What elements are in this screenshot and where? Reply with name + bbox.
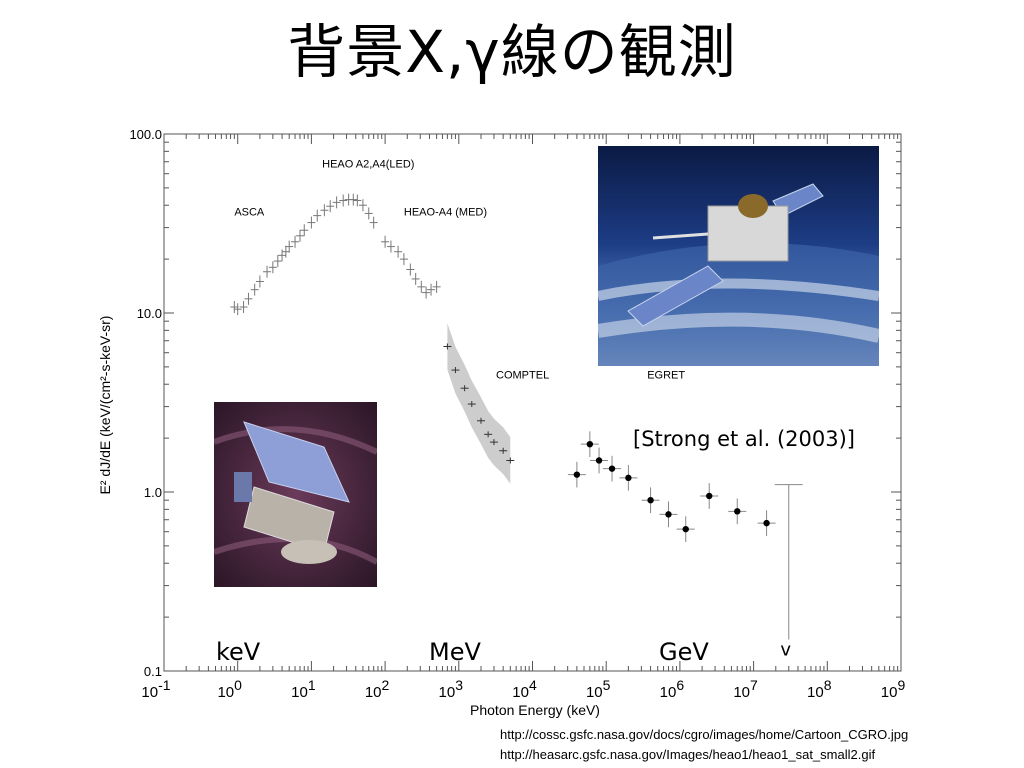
energy-band-labels: keV MeV GeV [216,638,709,666]
data-point [665,511,672,518]
tick-marks [163,134,901,672]
data-point [608,465,616,472]
x-tick-labels: 10-1 100 101 102 103 104 105 106 107 108 109 [141,677,905,701]
data-point [647,496,654,504]
energy-band-label: GeV [659,638,709,666]
heao1-satellite-image [214,402,377,587]
source-url-2: http://heasarc.gsfc.nasa.gov/Images/heao… [500,747,876,762]
data-points: v [230,199,791,660]
instrument-label: EGRET [647,370,685,382]
x-tick-label: 102 [365,677,390,701]
y-tick-label: 10.0 [137,306,162,321]
uncertainty-band [447,323,511,484]
comptel-uncertainty-band [447,323,511,484]
y-tick-label: 0.1 [144,664,162,679]
data-point [595,457,603,464]
data-point [586,440,594,448]
data-point [573,471,581,478]
x-tick-label: 108 [807,677,832,701]
data-point [682,525,689,533]
energy-band-label: keV [216,638,261,666]
y-tick-label: 100.0 [129,127,162,142]
slide-title: 背景X,γ線の観測 [287,18,737,86]
instrument-labels: HEAO A2,A4(LED) ASCA HEAO-A4 (MED) COMPTEL E… [234,158,685,381]
instrument-label: ASCA [234,207,265,219]
upper-limit-marker: v [780,639,791,660]
instrument-label: HEAO-A4 (MED) [404,207,487,219]
data-point [763,519,770,527]
x-tick-label: 103 [439,677,464,701]
y-axis-label: E² dJ/dE (keV/(cm²-s-keV-sr) [97,316,113,495]
y-tick-label: 1.0 [144,485,162,500]
citation-label: [Strong et al. (2003)] [633,427,855,451]
x-tick-label: 105 [586,677,611,701]
x-tick-label: 10-1 [141,677,170,701]
x-tick-label: 107 [733,677,758,701]
x-tick-label: 106 [660,677,685,701]
x-tick-label: 100 [217,677,242,701]
x-tick-label: 104 [512,677,537,701]
x-tick-label: 109 [881,677,906,701]
instrument-label: COMPTEL [496,370,549,382]
data-point [706,492,713,500]
data-point [734,508,741,515]
source-url-1: http://cossc.gsfc.nasa.gov/docs/cgro/ima… [500,727,909,742]
x-tick-label: 101 [291,677,316,701]
x-axis-label: Photon Energy (keV) [470,702,600,718]
data-point [625,474,632,482]
cgro-satellite-image [598,146,879,366]
energy-band-label: MeV [429,638,481,666]
y-tick-labels: 0.1 1.0 10.0 100.0 [129,127,162,679]
instrument-label: HEAO A2,A4(LED) [322,158,414,170]
